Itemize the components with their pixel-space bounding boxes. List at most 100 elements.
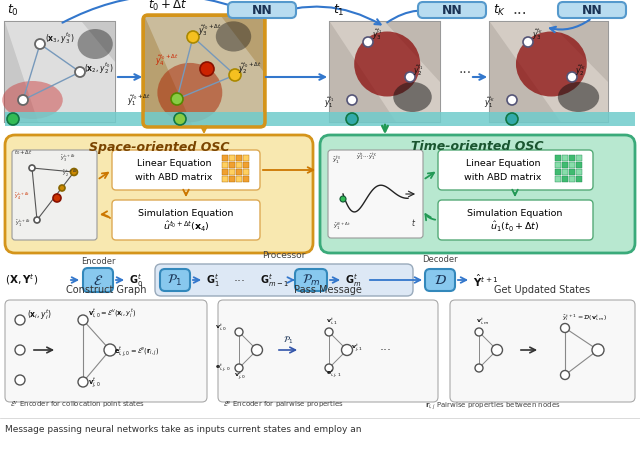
Circle shape [325,328,333,336]
Bar [222,176,228,182]
Text: $t_K$: $t_K$ [493,3,506,18]
Circle shape [75,67,85,77]
Circle shape [78,377,88,387]
FancyBboxPatch shape [320,135,635,253]
Text: $\hat{y}_3^{t_0+\Delta t}$: $\hat{y}_3^{t_0+\Delta t}$ [198,22,222,37]
Text: Space-oriented OSC: Space-oriented OSC [89,141,229,153]
Text: Simulation Equation: Simulation Equation [467,208,563,217]
Bar [569,155,575,161]
Bar [243,162,249,168]
Text: Linear Equation: Linear Equation [137,158,211,167]
Bar [330,22,440,122]
Text: $\mathcal{E}^e$ Encoder for pairwise properties: $\mathcal{E}^e$ Encoder for pairwise pro… [223,400,344,411]
FancyBboxPatch shape [558,2,626,18]
Text: $\mathbf{v}_{i,1}^t$: $\mathbf{v}_{i,1}^t$ [326,316,338,325]
Text: $\hat{y}_4^{t_0+\Delta t}$: $\hat{y}_4^{t_0+\Delta t}$ [155,53,179,69]
Text: $\hat{y}_1^{t_K}$: $\hat{y}_1^{t_K}$ [484,94,495,110]
Text: $\mathbf{e}_{i,j,1}^t$: $\mathbf{e}_{i,j,1}^t$ [326,369,342,380]
Text: Get Updated States: Get Updated States [495,285,591,295]
Bar [5,22,115,122]
Circle shape [235,328,243,336]
Ellipse shape [558,82,599,112]
Bar [5,112,635,126]
FancyBboxPatch shape [450,300,635,402]
Text: $\hat{u}_1(t_0+\Delta t)$: $\hat{u}_1(t_0+\Delta t)$ [490,220,540,234]
Text: $\mathbf{r}_{i,j}$ Pairwise properties between nodes: $\mathbf{r}_{i,j}$ Pairwise properties b… [425,401,561,412]
FancyBboxPatch shape [295,269,327,291]
Bar [236,169,242,175]
Text: Encoder: Encoder [81,257,115,266]
Text: Simulation Equation: Simulation Equation [138,208,234,217]
Text: $\mathbf{G}_{m-1}^t$: $\mathbf{G}_{m-1}^t$ [260,273,289,289]
Text: $\mathbf{v}_{i,m}^t$: $\mathbf{v}_{i,m}^t$ [476,316,490,325]
Text: $\hat{y}_3^{t_1}$: $\hat{y}_3^{t_1}$ [372,27,383,42]
Text: $\mathbf{v}_{i,0}^t = \mathcal{E}^v(\mathbf{x}_i, y_i^t)$: $\mathbf{v}_{i,0}^t = \mathcal{E}^v(\mat… [88,307,136,319]
Text: $\hat{y}_3^{t_K}$: $\hat{y}_3^{t_K}$ [532,27,543,42]
Text: $\hat{y}_3^{t_0+\Delta t}$: $\hat{y}_3^{t_0+\Delta t}$ [60,152,76,164]
Bar [229,162,235,168]
Text: $\hat{y}_i^{t+1} = \mathcal{D}(\mathbf{v}_{i,m}^t)$: $\hat{y}_i^{t+1} = \mathcal{D}(\mathbf{v… [562,313,607,323]
FancyBboxPatch shape [83,268,113,292]
Circle shape [325,364,333,372]
Text: Pass Message: Pass Message [294,285,362,295]
FancyBboxPatch shape [155,264,413,296]
Polygon shape [145,17,263,125]
Bar [236,155,242,161]
Circle shape [567,72,577,82]
Bar [562,176,568,182]
Circle shape [405,72,415,82]
Text: $\hat{u}^{t_0+\Delta t}(\mathbf{x}_4)$: $\hat{u}^{t_0+\Delta t}(\mathbf{x}_4)$ [163,220,209,234]
Bar [576,176,582,182]
Text: ...: ... [513,2,527,17]
FancyBboxPatch shape [218,300,438,402]
Text: with ABD matrix: with ABD matrix [135,172,212,182]
Circle shape [342,344,353,355]
Text: $\mathcal{P}_1$: $\mathcal{P}_1$ [283,335,293,347]
Bar [229,155,235,161]
Bar [236,176,242,182]
Circle shape [35,39,45,49]
Circle shape [29,165,35,171]
FancyBboxPatch shape [112,200,260,240]
Circle shape [70,168,77,176]
Polygon shape [5,22,115,122]
Text: $\mathbf{e}_{i,j,0}^t$: $\mathbf{e}_{i,j,0}^t$ [215,363,230,374]
Text: $(\mathbf{x}_2, y_2^{t_0})$: $(\mathbf{x}_2, y_2^{t_0})$ [84,60,114,76]
FancyBboxPatch shape [418,2,486,18]
Circle shape [347,95,357,105]
Text: $\mathcal{E}^v$ Encoder for collocation point states: $\mathcal{E}^v$ Encoder for collocation … [10,400,145,411]
Text: $\mathbf{G}_m^t$: $\mathbf{G}_m^t$ [345,273,361,289]
Text: $\hat{y}_1^{t_1}\cdots\hat{y}_1^{t_K}$: $\hat{y}_1^{t_1}\cdots\hat{y}_1^{t_K}$ [356,151,377,162]
Circle shape [15,345,25,355]
Text: $\mathbf{G}_0^t$: $\mathbf{G}_0^t$ [129,273,143,289]
Text: $\mathbf{G}_1^t$: $\mathbf{G}_1^t$ [206,273,220,289]
Circle shape [78,315,88,325]
Text: Message passing neural networks take as inputs current states and employ an: Message passing neural networks take as … [5,425,362,434]
Bar [576,169,582,175]
Ellipse shape [393,82,432,112]
Text: $\mathcal{E}$: $\mathcal{E}$ [93,274,103,288]
Text: $\mathcal{D}$: $\mathcal{D}$ [433,273,447,287]
Bar [243,155,249,161]
Text: $\hat{y}_2^{t_0+\Delta t}$: $\hat{y}_2^{t_0+\Delta t}$ [62,167,78,179]
Text: $\hat{y}_2^{t_1}$: $\hat{y}_2^{t_1}$ [413,63,424,79]
Bar [555,169,561,175]
Circle shape [475,364,483,372]
Bar [145,17,263,125]
Bar [222,162,228,168]
Text: $\hat{y}_1^{t_1}$: $\hat{y}_1^{t_1}$ [324,94,335,110]
Ellipse shape [3,81,63,119]
Text: $t$: $t$ [411,217,416,228]
Text: Time-oriented OSC: Time-oriented OSC [412,141,544,153]
Text: $\mathbf{v}_{j,0}^t$: $\mathbf{v}_{j,0}^t$ [88,376,100,390]
Text: $\hat{y}_1^{t_0}$: $\hat{y}_1^{t_0}$ [332,155,341,166]
Bar [562,169,568,175]
Bar [576,155,582,161]
Text: $\mathcal{P}_1$: $\mathcal{P}_1$ [168,273,182,288]
Bar [229,169,235,175]
Circle shape [523,37,533,47]
Ellipse shape [354,31,420,96]
Text: $t_1$: $t_1$ [333,3,344,18]
Circle shape [592,344,604,356]
Circle shape [235,364,243,372]
